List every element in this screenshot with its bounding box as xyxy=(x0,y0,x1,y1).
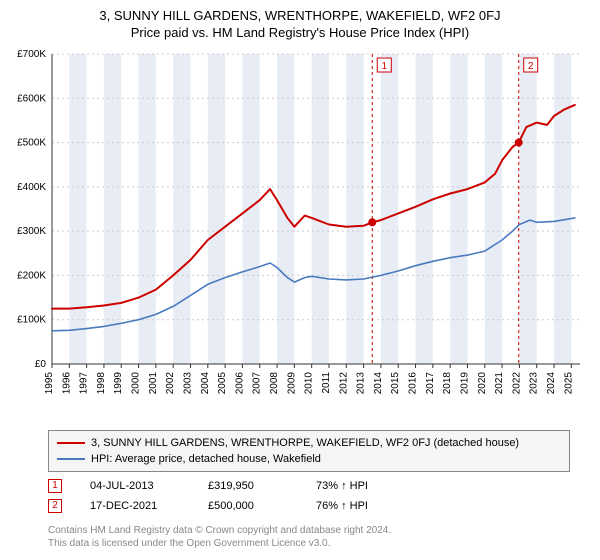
sale-pct: 73% ↑ HPI xyxy=(316,476,406,496)
chart-subtitle: Price paid vs. HM Land Registry's House … xyxy=(0,25,600,40)
legend: 3, SUNNY HILL GARDENS, WRENTHORPE, WAKEF… xyxy=(48,430,570,472)
svg-text:2025: 2025 xyxy=(563,372,574,395)
svg-text:£500K: £500K xyxy=(17,138,46,149)
svg-text:2015: 2015 xyxy=(390,372,401,395)
svg-text:1: 1 xyxy=(381,61,387,72)
svg-text:£100K: £100K xyxy=(17,315,46,326)
svg-text:2024: 2024 xyxy=(546,372,557,395)
sale-row: 2 17-DEC-2021 £500,000 76% ↑ HPI xyxy=(48,496,570,516)
svg-text:£700K: £700K xyxy=(17,49,46,60)
svg-text:1998: 1998 xyxy=(96,372,107,395)
sale-date: 04-JUL-2013 xyxy=(90,476,180,496)
svg-text:£200K: £200K xyxy=(17,270,46,281)
legend-item: HPI: Average price, detached house, Wake… xyxy=(57,451,561,467)
legend-label: HPI: Average price, detached house, Wake… xyxy=(91,451,321,467)
svg-text:2001: 2001 xyxy=(148,372,159,395)
legend-label: 3, SUNNY HILL GARDENS, WRENTHORPE, WAKEF… xyxy=(91,435,519,451)
chart-header: 3, SUNNY HILL GARDENS, WRENTHORPE, WAKEF… xyxy=(0,0,600,44)
svg-text:2019: 2019 xyxy=(459,372,470,395)
svg-text:2: 2 xyxy=(528,61,534,72)
svg-text:2023: 2023 xyxy=(529,372,540,395)
chart-title: 3, SUNNY HILL GARDENS, WRENTHORPE, WAKEF… xyxy=(0,8,600,23)
svg-text:£600K: £600K xyxy=(17,93,46,104)
svg-text:£0: £0 xyxy=(35,359,47,370)
sale-marker-box: 2 xyxy=(48,499,62,513)
svg-text:2003: 2003 xyxy=(182,372,193,395)
sale-marker-box: 1 xyxy=(48,479,62,493)
svg-text:1999: 1999 xyxy=(113,372,124,395)
svg-text:2014: 2014 xyxy=(373,372,384,395)
attribution-line: Contains HM Land Registry data © Crown c… xyxy=(48,524,570,537)
svg-text:£300K: £300K xyxy=(17,226,46,237)
svg-text:2021: 2021 xyxy=(494,372,505,395)
sale-row: 1 04-JUL-2013 £319,950 73% ↑ HPI xyxy=(48,476,570,496)
svg-text:2000: 2000 xyxy=(131,372,142,395)
svg-text:2011: 2011 xyxy=(321,372,332,394)
svg-text:1997: 1997 xyxy=(79,372,90,395)
attribution-line: This data is licensed under the Open Gov… xyxy=(48,537,570,550)
svg-text:1995: 1995 xyxy=(44,372,55,395)
svg-text:2007: 2007 xyxy=(252,372,263,395)
svg-text:2022: 2022 xyxy=(511,372,522,395)
svg-text:2002: 2002 xyxy=(165,372,176,395)
svg-text:£400K: £400K xyxy=(17,182,46,193)
svg-text:2010: 2010 xyxy=(304,372,315,395)
svg-text:2017: 2017 xyxy=(425,372,436,395)
legend-item: 3, SUNNY HILL GARDENS, WRENTHORPE, WAKEF… xyxy=(57,435,561,451)
sales-table: 1 04-JUL-2013 £319,950 73% ↑ HPI 2 17-DE… xyxy=(48,476,570,516)
sale-date: 17-DEC-2021 xyxy=(90,496,180,516)
svg-text:2013: 2013 xyxy=(356,372,367,395)
svg-text:2005: 2005 xyxy=(217,372,228,395)
svg-text:2006: 2006 xyxy=(234,372,245,395)
chart-area: £0 £100K £200K £300K £400K £500K £600K £700K 199… xyxy=(0,44,600,424)
line-chart-svg: £0 £100K £200K £300K £400K £500K £600K £700K 199… xyxy=(0,44,600,424)
legend-swatch xyxy=(57,458,85,460)
svg-text:2012: 2012 xyxy=(338,372,349,395)
sale-price: £500,000 xyxy=(208,496,288,516)
svg-text:2018: 2018 xyxy=(442,372,453,395)
svg-text:1996: 1996 xyxy=(61,372,72,395)
svg-text:2009: 2009 xyxy=(286,372,297,395)
legend-swatch xyxy=(57,442,85,444)
svg-text:2016: 2016 xyxy=(408,372,419,395)
svg-text:2004: 2004 xyxy=(200,372,211,395)
sale-pct: 76% ↑ HPI xyxy=(316,496,406,516)
svg-text:2020: 2020 xyxy=(477,372,488,395)
attribution: Contains HM Land Registry data © Crown c… xyxy=(48,524,570,550)
sale-price: £319,950 xyxy=(208,476,288,496)
svg-text:2008: 2008 xyxy=(269,372,280,395)
